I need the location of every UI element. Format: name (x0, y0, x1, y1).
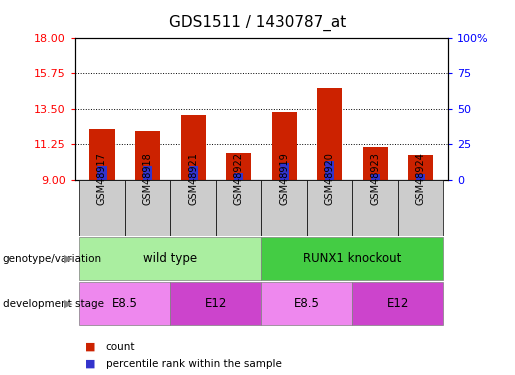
Bar (261, 282, 352, 326)
Bar (408, 154, 433, 180)
Bar (317, 88, 342, 180)
Text: percentile rank within the sample: percentile rank within the sample (106, 359, 282, 369)
Bar (188, 166, 198, 180)
Text: E8.5: E8.5 (294, 297, 320, 310)
Bar (135, 131, 160, 180)
Text: ▶: ▶ (63, 254, 72, 264)
Text: GSM48924: GSM48924 (416, 152, 426, 206)
Bar (143, 166, 152, 180)
Bar (170, 180, 216, 236)
Bar (398, 180, 443, 236)
Text: RUNX1 knockout: RUNX1 knockout (303, 252, 402, 265)
Bar (90, 129, 114, 180)
Bar (234, 173, 243, 180)
Bar (261, 180, 307, 236)
Bar (280, 163, 289, 180)
Bar (307, 180, 352, 236)
Bar (363, 147, 388, 180)
Bar (97, 166, 107, 180)
Text: GSM48918: GSM48918 (143, 153, 152, 206)
Bar (79, 180, 125, 236)
Text: E12: E12 (387, 297, 409, 310)
Bar (371, 174, 380, 180)
Bar (79, 237, 261, 280)
Text: GSM48920: GSM48920 (324, 152, 335, 206)
Text: GSM48922: GSM48922 (234, 152, 244, 206)
Bar (170, 282, 261, 326)
Text: GDS1511 / 1430787_at: GDS1511 / 1430787_at (169, 15, 346, 31)
Bar (352, 180, 398, 236)
Text: ■: ■ (85, 342, 95, 352)
Bar (216, 180, 261, 236)
Text: genotype/variation: genotype/variation (3, 254, 101, 264)
Text: GSM48917: GSM48917 (97, 152, 107, 206)
Text: ■: ■ (85, 359, 95, 369)
Text: E12: E12 (204, 297, 227, 310)
Bar (181, 115, 205, 180)
Text: GSM48923: GSM48923 (370, 152, 380, 206)
Bar (125, 180, 170, 236)
Bar (261, 237, 443, 280)
Bar (416, 174, 425, 180)
Text: wild type: wild type (143, 252, 197, 265)
Bar (226, 153, 251, 180)
Bar (325, 162, 334, 180)
Text: GSM48919: GSM48919 (279, 153, 289, 206)
Text: count: count (106, 342, 135, 352)
Bar (352, 282, 443, 326)
Text: GSM48921: GSM48921 (188, 152, 198, 206)
Bar (271, 112, 297, 180)
Text: development stage: development stage (3, 299, 104, 309)
Bar (79, 282, 170, 326)
Text: E8.5: E8.5 (112, 297, 138, 310)
Text: ▶: ▶ (63, 299, 72, 309)
